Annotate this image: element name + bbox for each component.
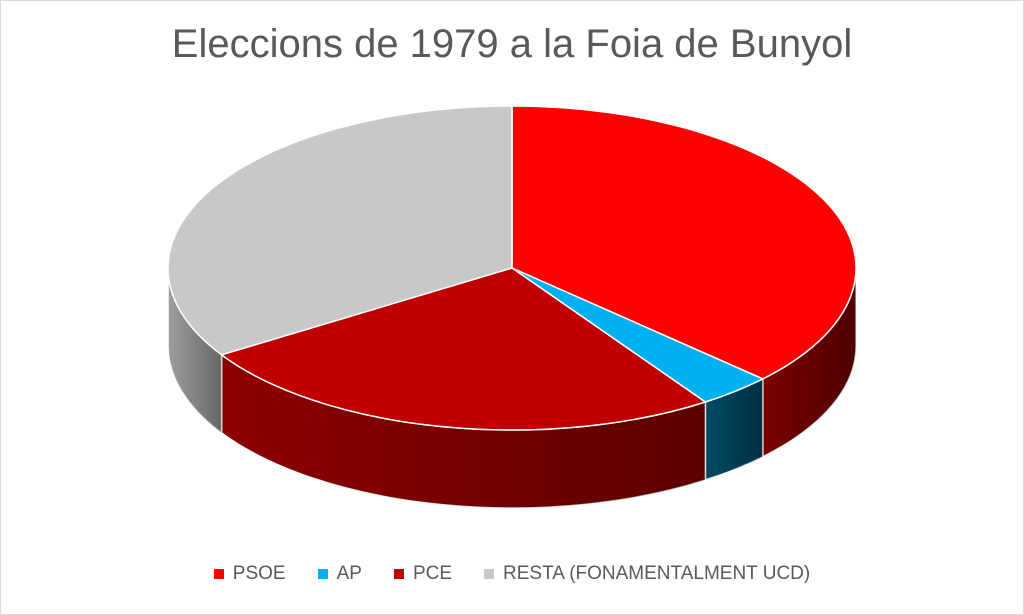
legend-swatch xyxy=(393,569,404,579)
legend-label: RESTA (FONAMENTALMENT UCD) xyxy=(503,563,811,584)
pie-sides xyxy=(167,267,857,509)
legend-item-psoe: PSOE xyxy=(213,563,286,585)
pie-tops xyxy=(167,105,857,431)
pie-side-shade xyxy=(168,268,222,433)
legend-label: PSOE xyxy=(232,563,286,584)
pie-slice-resta xyxy=(167,105,513,356)
pie-side-shade xyxy=(221,354,706,509)
legend-label: PCE xyxy=(412,563,453,584)
legend: PSOE AP PCE RESTA (FONAMENTALMENT UCD) xyxy=(0,563,1024,585)
legend-item-ap: AP xyxy=(317,563,362,585)
pie-slice-psoe xyxy=(511,105,857,380)
legend-swatch xyxy=(484,569,495,579)
pie-side-shade xyxy=(705,378,763,480)
chart-title: Eleccions de 1979 a la Foia de Bunyol xyxy=(171,22,853,66)
pie-slice-pce xyxy=(220,267,707,431)
legend-item-resta: RESTA (FONAMENTALMENT UCD) xyxy=(484,563,810,585)
legend-item-pce: PCE xyxy=(393,563,453,585)
legend-swatch xyxy=(213,569,224,579)
pie-side-shade xyxy=(762,268,856,457)
legend-swatch xyxy=(317,569,328,579)
legend-label: AP xyxy=(336,563,362,584)
